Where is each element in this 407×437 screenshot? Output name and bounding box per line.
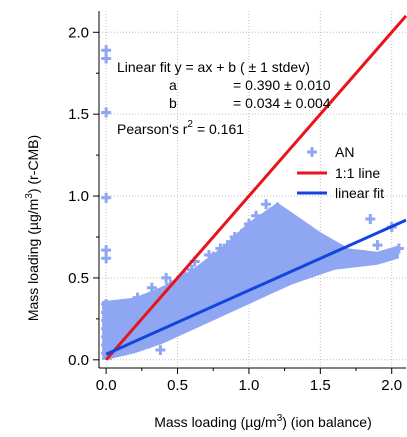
an-point-23 [146,282,157,293]
an-point-17 [118,300,129,311]
pearson-sup: 2 [187,119,193,130]
an-point-50 [308,233,319,244]
x-tick-label-3: 1.5 [310,377,331,394]
legend-label-1to1: 1:1 line [335,165,380,181]
data-marks [101,14,407,361]
axis-ticks: 0.0 0.5 1.0 1.5 2.0 0.0 0.5 1.0 1.5 2.0 [68,24,402,394]
an-point-44 [265,207,276,218]
y-tick-label-3: 1.5 [68,106,89,123]
x-tick-label-4: 2.0 [381,377,402,394]
an-point-16 [115,322,126,333]
fit-title: Linear fit y = ax + b ( ± 1 stdev) [117,59,310,75]
an-point-45 [272,202,283,213]
legend-label-an: AN [335,144,354,160]
an-point-37 [229,231,240,242]
x-label-superscript: 3 [277,413,283,424]
an-point-58 [372,240,383,251]
an-point-70 [193,297,204,308]
legend-plus-icon [307,147,317,157]
linear-fit-line [105,218,407,356]
legend: AN 1:1 line linear fit [297,144,384,201]
one-to-one-line [105,14,407,361]
an-point-21 [136,300,147,311]
an-point-68 [143,338,154,349]
an-point-2 [101,107,112,118]
legend-label-fit: linear fit [335,185,384,201]
y-label-part-2: ) (r-CMB) [25,135,41,193]
an-point-1 [101,53,112,64]
an-point-26 [161,272,172,283]
an-point-36 [222,240,233,251]
legend-marker-an [307,147,317,157]
x-label-part-1: Mass loading (µg/m [154,414,276,430]
fit-annotation: Linear fit y = ax + b ( ± 1 stdev) a = 0… [117,59,331,137]
an-point-39 [243,218,254,229]
x-tick-label-0: 0.0 [96,377,117,394]
an-point-24 [151,290,162,301]
an-point-56 [358,250,369,261]
an-point-48 [293,230,304,241]
an-point-18 [122,312,133,323]
an-point-42 [258,215,269,226]
y-tick-label-0: 0.0 [68,352,89,369]
an-point-15 [112,305,123,316]
an-point-5 [101,253,112,264]
an-point-35 [215,243,226,254]
y-tick-label-1: 0.5 [68,270,89,287]
fit-b-name: b [169,95,177,111]
fit-b-value: = 0.034 ± 0.004 [233,95,331,111]
an-point-20 [132,292,143,303]
x-axis-label: Mass loading (µg/m3) (ion balance) [154,413,372,430]
an-point-69 [155,344,166,355]
an-point-40 [246,227,257,238]
x-tick-label-1: 0.5 [167,377,188,394]
fit-a-value: = 0.390 ± 0.010 [233,77,331,93]
an-point-32 [201,259,212,270]
x-label-part-2: ) (ion balance) [282,414,372,430]
an-point-19 [129,307,140,318]
y-axis-label: Mass loading (µg/m3) (r-CMB) [24,135,41,321]
an-point-47 [286,218,297,229]
an-point-61 [393,243,404,254]
an-point-22 [143,295,154,306]
an-point-34 [208,251,219,262]
an-point-65 [203,286,214,297]
an-point-46 [279,212,290,223]
y-tick-label-2: 1.0 [68,188,89,205]
an-point-43 [261,199,272,210]
fit-a-name: a [169,77,177,93]
an-point-3 [101,192,112,203]
an-point-41 [251,210,262,221]
pearson-r2: Pearson's r2 = 0.161 [117,119,244,137]
an-point-49 [301,223,312,234]
x-tick-label-2: 1.0 [239,377,260,394]
an-point-54 [332,256,343,267]
pearson-prefix: Pearson's r [117,121,188,137]
y-label-superscript: 3 [24,193,35,199]
an-point-57 [365,213,376,224]
an-point-30 [186,264,197,275]
an-point-13 [105,302,116,313]
y-tick-label-4: 2.0 [68,24,89,41]
an-point-59 [379,250,390,261]
an-point-51 [315,238,326,249]
y-label-part-1: Mass loading (µg/m [25,199,41,321]
an-point-55 [343,256,354,267]
pearson-value: = 0.161 [197,121,244,137]
an-point-38 [236,228,247,239]
an-point-64 [241,264,252,275]
